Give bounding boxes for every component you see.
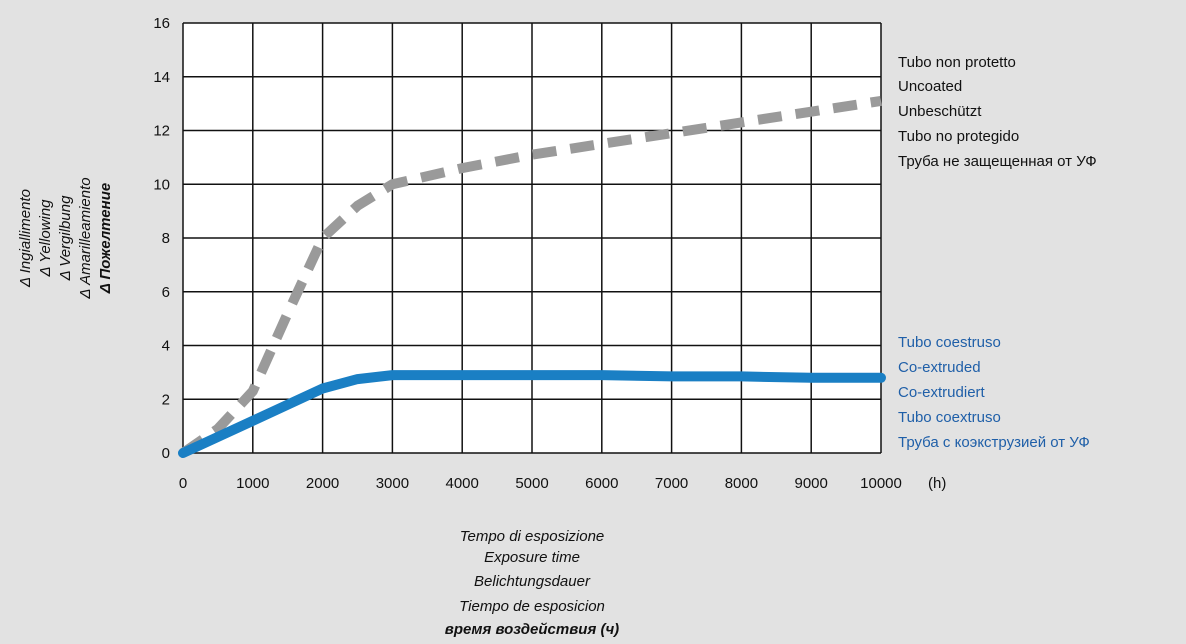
x-tick-label: 5000 (515, 475, 548, 492)
y-axis-label-line: Δ Ingiallimento (17, 189, 34, 288)
x-tick-label: 10000 (860, 475, 902, 492)
y-tick-labels: 0 2 4 6 8 10 12 14 16 (153, 15, 170, 462)
x-tick-label: 7000 (655, 475, 688, 492)
y-tick-label: 16 (153, 15, 170, 32)
legend-uncoated-label: Unbeschützt (898, 103, 982, 120)
x-tick-label: 4000 (446, 475, 479, 492)
x-tick-labels: 0 1000 2000 3000 4000 5000 6000 7000 8000 9000 100… (179, 475, 902, 492)
legend-coextruded-label: Co-extrudiert (898, 384, 986, 401)
legend-coextruded-label: Co-extruded (898, 359, 981, 376)
x-axis-label-line: Belichtungsdauer (474, 573, 591, 590)
x-axis-label-line: Exposure time (484, 549, 580, 566)
x-tick-label: 0 (179, 475, 187, 492)
y-tick-label: 14 (153, 69, 170, 86)
legend-uncoated-label: Tubo no protegido (898, 128, 1019, 145)
y-tick-label: 12 (153, 123, 170, 140)
x-tick-label: 1000 (236, 475, 269, 492)
x-axis-label-line: Tempo di esposizione (460, 528, 605, 545)
y-axis-label: Δ Ingiallimento Δ Yellowing Δ Vergilbung… (17, 177, 114, 299)
legend-uncoated-label: Uncoated (898, 78, 962, 95)
series-group (178, 95, 886, 458)
legend-coextruded: Tubo coestruso Co-extruded Co-extrudiert… (898, 334, 1090, 451)
legend-uncoated: Tubo non protetto Uncoated Unbeschützt T… (898, 54, 1097, 170)
y-tick-label: 0 (162, 445, 170, 462)
legend-coextruded-label: Tubo coestruso (898, 334, 1001, 351)
y-tick-label: 2 (162, 391, 170, 408)
series-line-coextruded (178, 370, 886, 458)
x-axis-label: Tempo di esposizione Exposure time Belic… (445, 528, 619, 638)
legend-uncoated-label: Tubo non protetto (898, 54, 1016, 71)
x-axis-label-line: время воздействия (ч) (445, 621, 619, 638)
x-unit-label: (h) (928, 475, 946, 492)
legend-uncoated-label: Труба не защещенная от УФ (898, 153, 1097, 170)
y-axis-label-line: Δ Amarilleamiento (77, 177, 94, 299)
y-tick-label: 8 (162, 230, 170, 247)
legend-coextruded-label: Труба с коэкструзией от УФ (898, 434, 1090, 451)
y-tick-label: 6 (162, 284, 170, 301)
y-tick-label: 10 (153, 176, 170, 193)
y-tick-label: 4 (162, 338, 170, 355)
x-tick-label: 9000 (795, 475, 828, 492)
x-tick-label: 3000 (376, 475, 409, 492)
x-tick-label: 2000 (306, 475, 339, 492)
y-axis-label-line: Δ Пожелтение (97, 183, 114, 294)
series-line-uncoated (180, 95, 882, 458)
x-tick-label: 8000 (725, 475, 758, 492)
legend-coextruded-label: Tubo coextruso (898, 409, 1001, 426)
x-tick-label: 6000 (585, 475, 618, 492)
y-axis-label-line: Δ Vergilbung (57, 195, 74, 281)
x-axis-label-line: Tiempo de esposicion (459, 598, 605, 615)
y-axis-label-line: Δ Yellowing (37, 199, 54, 278)
